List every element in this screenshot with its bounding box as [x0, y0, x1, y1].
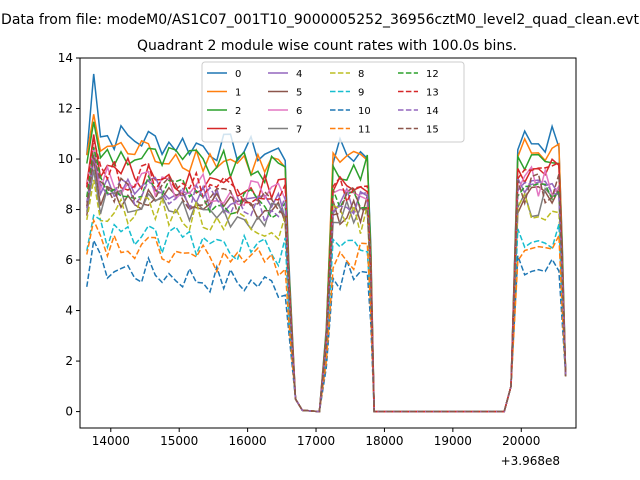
- series-line-3: [86, 134, 567, 413]
- x-offset-label: +3.968e8: [501, 454, 560, 468]
- legend-label-11: 11: [358, 125, 371, 136]
- x-tick-label: 14000: [92, 434, 130, 448]
- x-tick-label: 16000: [229, 434, 267, 448]
- legend-label-6: 6: [296, 106, 302, 117]
- y-tick-label: 10: [58, 152, 73, 166]
- series-line-10: [86, 238, 567, 413]
- legend-label-7: 7: [296, 125, 302, 136]
- legend-label-3: 3: [235, 125, 241, 136]
- y-tick-label: 4: [65, 304, 73, 318]
- legend-label-2: 2: [235, 106, 241, 117]
- legend-label-13: 13: [426, 88, 439, 99]
- legend-label-15: 15: [426, 125, 439, 136]
- plot-frame: [79, 57, 577, 429]
- legend-label-10: 10: [358, 106, 371, 117]
- series-line-15: [86, 154, 567, 413]
- legend-label-0: 0: [235, 69, 241, 80]
- x-tick-label: 18000: [365, 434, 403, 448]
- chart-suptitle: Data from file: modeM0/AS1C07_001T10_900…: [1, 12, 639, 28]
- y-axis: 0 2 4 6 8 10 12 14: [58, 51, 80, 419]
- series-line-5: [86, 159, 567, 413]
- x-tick-label: 17000: [297, 434, 335, 448]
- chart-title: Quadrant 2 module wise count rates with …: [137, 38, 517, 54]
- y-tick-label: 12: [58, 102, 73, 116]
- x-axis: 14000 15000 16000 17000 18000 19000 20000: [92, 428, 540, 448]
- y-tick-label: 6: [65, 253, 73, 267]
- legend-box: [201, 61, 465, 143]
- plot-lines: [86, 73, 567, 413]
- legend-label-8: 8: [358, 69, 364, 80]
- legend-label-5: 5: [296, 88, 302, 99]
- legend-label-9: 9: [358, 88, 364, 99]
- x-tick-label: 15000: [160, 434, 198, 448]
- series-line-7: [86, 169, 567, 413]
- y-tick-label: 8: [65, 203, 73, 217]
- x-tick-label: 20000: [502, 434, 540, 448]
- series-line-8: [86, 179, 567, 413]
- legend-label-14: 14: [426, 106, 439, 117]
- legend-label-1: 1: [235, 88, 241, 99]
- y-tick-label: 14: [58, 51, 73, 65]
- legend-label-12: 12: [426, 69, 439, 80]
- legend-label-4: 4: [296, 69, 302, 80]
- series-line-14: [86, 159, 567, 413]
- x-tick-label: 19000: [434, 434, 472, 448]
- y-tick-label: 0: [65, 405, 73, 419]
- y-tick-label: 2: [65, 354, 73, 368]
